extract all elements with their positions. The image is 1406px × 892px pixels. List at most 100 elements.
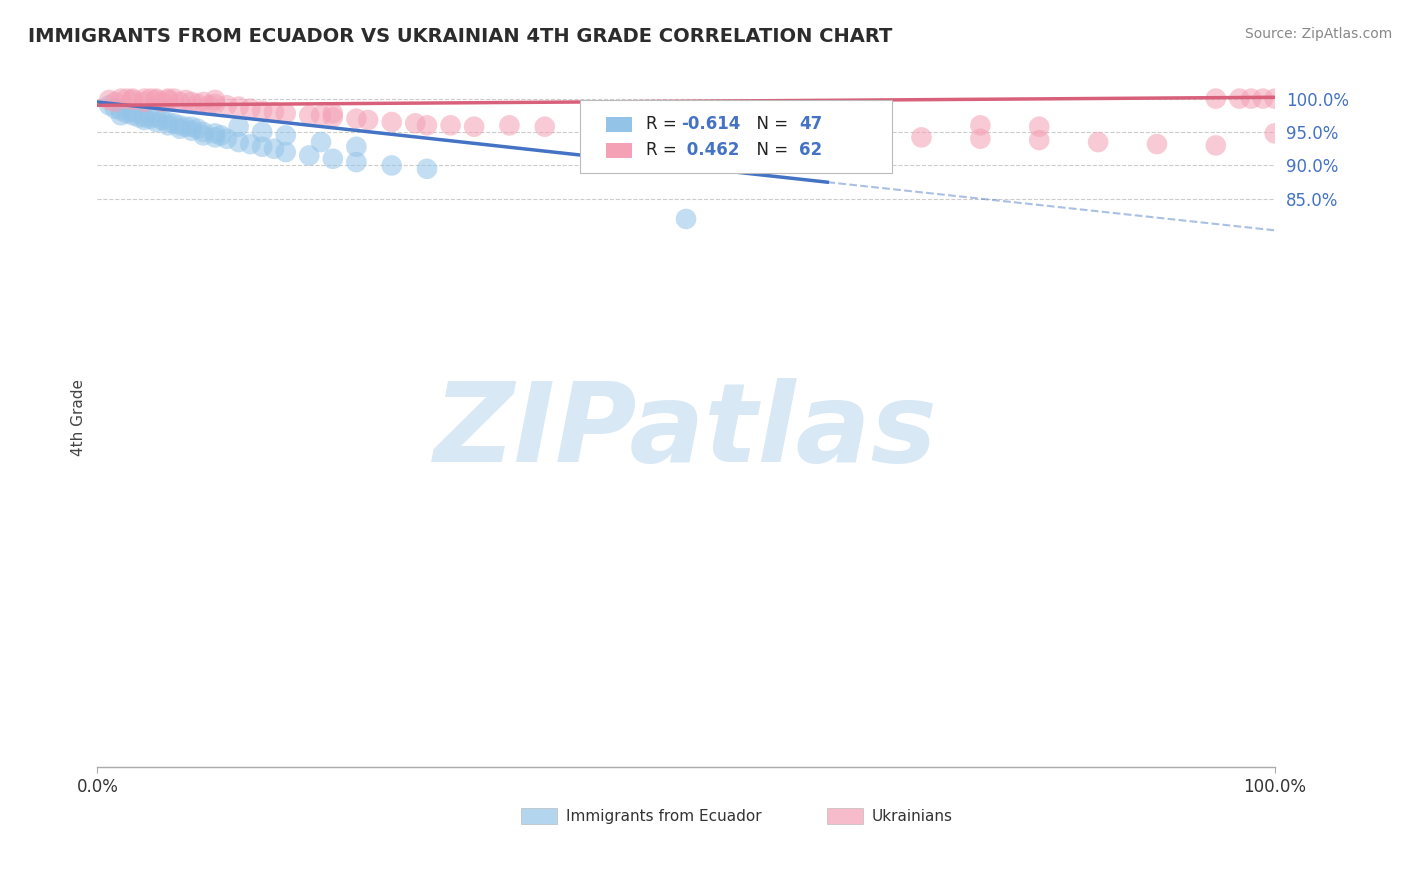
Point	[416, 161, 439, 176]
Point	[110, 92, 132, 106]
Point	[263, 142, 285, 156]
Point	[1205, 92, 1227, 106]
Point	[675, 145, 697, 160]
Point	[145, 111, 167, 125]
Point	[104, 95, 127, 109]
Point	[969, 132, 991, 146]
Point	[309, 135, 332, 149]
Point	[169, 119, 191, 133]
Point	[969, 119, 991, 133]
Point	[381, 158, 404, 172]
Point	[852, 129, 875, 144]
Text: IMMIGRANTS FROM ECUADOR VS UKRAINIAN 4TH GRADE CORRELATION CHART: IMMIGRANTS FROM ECUADOR VS UKRAINIAN 4TH…	[28, 27, 893, 45]
Point	[581, 121, 603, 136]
Point	[381, 115, 404, 129]
Text: 47: 47	[799, 115, 823, 134]
Point	[1227, 92, 1250, 106]
Point	[145, 93, 167, 107]
Point	[128, 111, 150, 125]
Point	[110, 108, 132, 122]
Point	[156, 92, 179, 106]
Point	[209, 128, 232, 143]
FancyBboxPatch shape	[606, 143, 631, 158]
Y-axis label: 4th Grade: 4th Grade	[72, 379, 86, 457]
Point	[204, 130, 226, 145]
Point	[322, 152, 344, 166]
Point	[298, 108, 321, 122]
Point	[675, 125, 697, 139]
Point	[344, 112, 367, 126]
Point	[439, 119, 461, 133]
Point	[156, 93, 179, 107]
Text: -0.614: -0.614	[682, 115, 741, 134]
Point	[169, 121, 191, 136]
Point	[250, 125, 273, 139]
Point	[1028, 120, 1050, 134]
Point	[145, 92, 167, 106]
Point	[156, 119, 179, 133]
Point	[228, 120, 250, 134]
Point	[228, 100, 250, 114]
Point	[139, 92, 162, 106]
Point	[174, 93, 197, 107]
Point	[1146, 137, 1168, 152]
Text: Immigrants from Ecuador: Immigrants from Ecuador	[567, 808, 762, 823]
Point	[204, 97, 226, 112]
Point	[793, 128, 815, 143]
Point	[274, 128, 297, 143]
Point	[180, 95, 202, 109]
FancyBboxPatch shape	[522, 807, 557, 824]
Point	[322, 111, 344, 125]
Point	[309, 108, 332, 122]
Point	[404, 116, 426, 130]
FancyBboxPatch shape	[606, 117, 631, 132]
Point	[344, 140, 367, 154]
Point	[180, 120, 202, 134]
Point	[104, 102, 127, 116]
Text: N =: N =	[747, 115, 793, 134]
Point	[121, 93, 143, 107]
Point	[498, 119, 520, 133]
Point	[193, 128, 215, 143]
Text: Source: ZipAtlas.com: Source: ZipAtlas.com	[1244, 27, 1392, 41]
Point	[150, 113, 173, 128]
Point	[533, 120, 555, 134]
Text: R =: R =	[645, 115, 682, 134]
Point	[121, 105, 143, 120]
Point	[1240, 92, 1263, 106]
Point	[250, 103, 273, 118]
Point	[110, 103, 132, 118]
Point	[274, 106, 297, 120]
Point	[163, 92, 186, 106]
Point	[134, 111, 156, 125]
Point	[145, 115, 167, 129]
Text: 0.462: 0.462	[682, 141, 740, 160]
Point	[134, 113, 156, 128]
Point	[139, 112, 162, 126]
Point	[98, 93, 121, 107]
Point	[180, 124, 202, 138]
Point	[169, 95, 191, 109]
Point	[134, 95, 156, 109]
FancyBboxPatch shape	[827, 807, 863, 824]
Point	[150, 95, 173, 109]
Point	[121, 108, 143, 122]
Point	[156, 115, 179, 129]
Point	[263, 105, 285, 120]
Point	[463, 120, 485, 134]
Text: R =: R =	[645, 141, 682, 160]
Point	[616, 124, 638, 138]
Point	[134, 92, 156, 106]
Point	[186, 97, 208, 112]
Point	[215, 132, 238, 146]
Point	[98, 98, 121, 112]
Point	[1251, 92, 1274, 106]
Point	[204, 127, 226, 141]
Point	[115, 92, 138, 106]
Point	[416, 119, 439, 133]
Point	[163, 116, 186, 130]
Point	[322, 106, 344, 120]
Point	[1264, 92, 1286, 106]
Text: ZIPatlas: ZIPatlas	[434, 378, 938, 485]
Point	[298, 148, 321, 162]
